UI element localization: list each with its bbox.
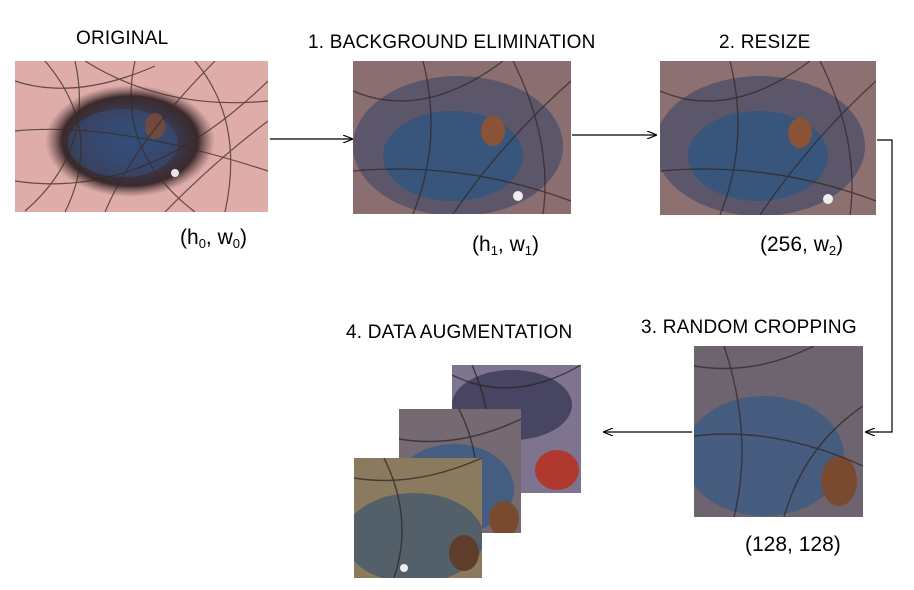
dims-original: (h0, w0) (180, 226, 247, 251)
background-eliminated-image (353, 61, 571, 214)
stage-label-random-cropping: 3. RANDOM CROPPING (641, 317, 857, 338)
arrow-resize-to-crop (866, 139, 893, 432)
stage-label-resize: 2. RESIZE (719, 32, 811, 53)
stage-label-background-elimination: 1. BACKGROUND ELIMINATION (308, 32, 596, 53)
augmented-image-front (354, 458, 482, 578)
dims-random-cropping: (128, 128) (745, 533, 841, 556)
stage-label-data-augmentation: 4. DATA AUGMENTATION (346, 322, 573, 343)
random-cropped-image (694, 346, 863, 517)
dims-resize: (256, w2) (760, 233, 844, 258)
stage-label-original: ORIGINAL (76, 28, 169, 49)
resized-image (660, 61, 876, 215)
dims-background-elimination: (h1, w1) (472, 233, 539, 258)
original-lesion-image (15, 61, 268, 212)
